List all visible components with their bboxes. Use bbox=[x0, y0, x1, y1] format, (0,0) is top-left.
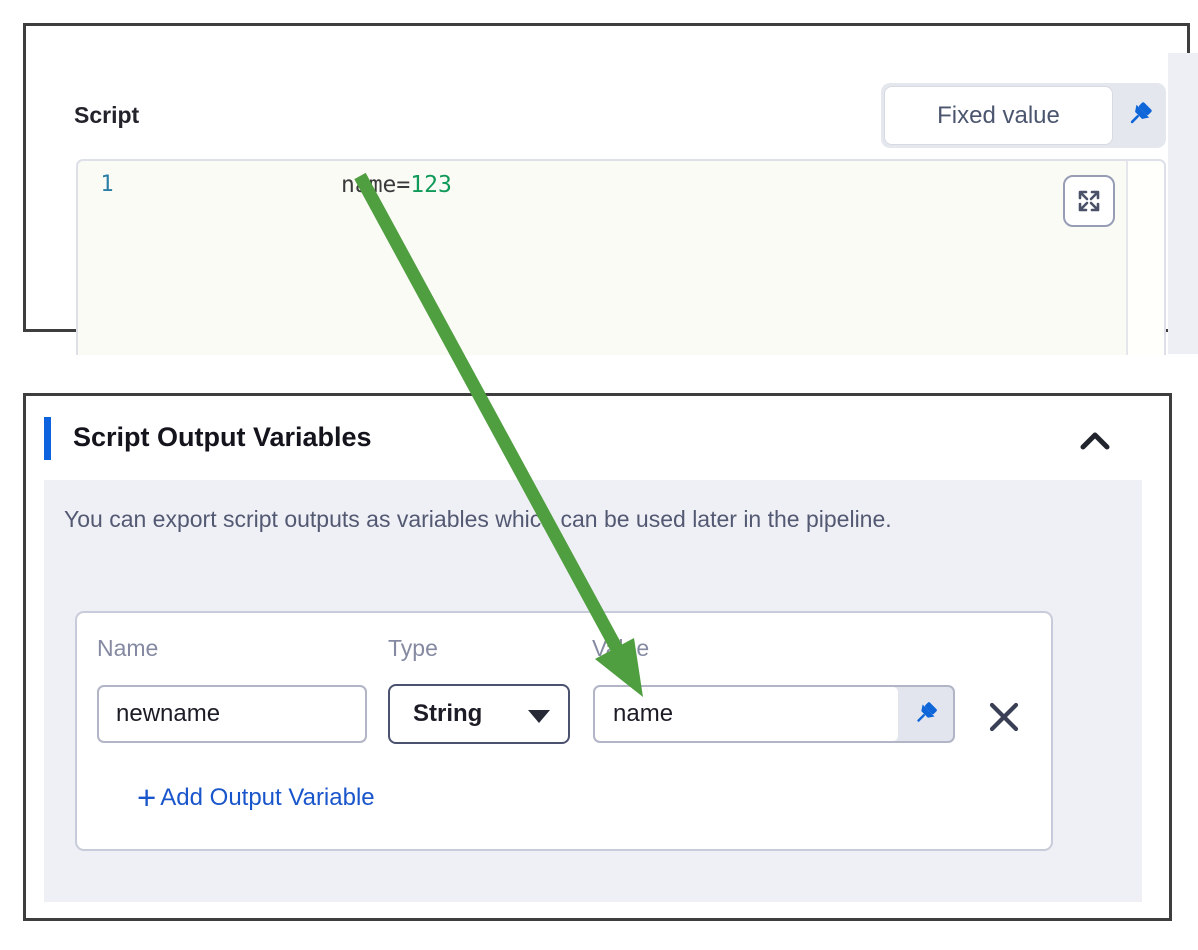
script-output-variables-panel: Script Output Variables You can export s… bbox=[23, 393, 1172, 921]
section-body: You can export script outputs as variabl… bbox=[44, 480, 1142, 902]
variable-type-value: String bbox=[413, 700, 483, 727]
close-icon bbox=[989, 702, 1019, 732]
collapse-section-button[interactable] bbox=[1078, 428, 1112, 454]
input-type-selector: Fixed value bbox=[881, 83, 1166, 148]
section-title: Script Output Variables bbox=[73, 422, 372, 452]
chevron-up-icon bbox=[1080, 432, 1110, 450]
script-code-editor[interactable]: 1 name=123 bbox=[76, 159, 1166, 355]
code-line: 1 name=123 bbox=[78, 172, 1164, 206]
fixed-value-button[interactable]: Fixed value bbox=[884, 86, 1113, 145]
add-output-variable-label: Add Output Variable bbox=[160, 784, 375, 811]
pin-icon bbox=[1130, 102, 1152, 124]
value-column-label: Value bbox=[592, 635, 650, 661]
section-description: You can export script outputs as variabl… bbox=[64, 506, 892, 532]
output-variable-card: Name Type Value newname String name bbox=[75, 611, 1053, 851]
plus-icon: + bbox=[137, 779, 157, 816]
value-pin-button[interactable] bbox=[907, 697, 943, 733]
pin-button[interactable] bbox=[1121, 98, 1157, 134]
type-column-label: Type bbox=[388, 635, 438, 661]
expand-icon bbox=[1078, 190, 1100, 212]
editor-scrollbar[interactable] bbox=[1126, 161, 1164, 355]
script-section-label: Script bbox=[74, 102, 140, 128]
variable-value-field: name bbox=[593, 685, 955, 743]
variable-name-input[interactable]: newname bbox=[97, 685, 367, 743]
section-accent-bar bbox=[44, 417, 51, 460]
code-number-token: 123 bbox=[410, 172, 452, 198]
pin-icon bbox=[917, 702, 937, 722]
variable-value-input[interactable]: name bbox=[595, 687, 898, 741]
add-output-variable-button[interactable]: + Add Output Variable bbox=[137, 779, 375, 816]
expand-editor-button[interactable] bbox=[1063, 175, 1115, 227]
code-text: name=123 bbox=[341, 172, 452, 198]
line-number: 1 bbox=[100, 172, 114, 197]
chevron-down-icon bbox=[528, 710, 550, 723]
panel-right-gutter bbox=[1168, 53, 1198, 354]
script-panel: Script Fixed value 1 name=123 bbox=[23, 23, 1198, 355]
remove-variable-button[interactable] bbox=[986, 699, 1022, 735]
variable-type-select[interactable]: String bbox=[388, 684, 570, 744]
name-column-label: Name bbox=[97, 635, 159, 661]
code-variable-token: name= bbox=[341, 172, 411, 198]
